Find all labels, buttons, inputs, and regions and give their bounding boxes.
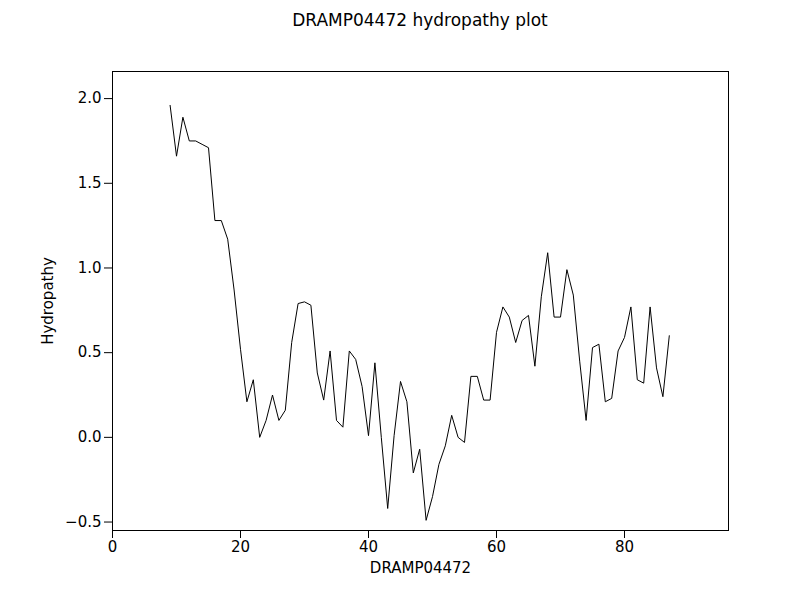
svg-text:40: 40 [359,538,378,556]
svg-text:Hydropathy: Hydropathy [39,257,57,345]
html-text:DRAMP04472 hydropathy plot: DRAMP04472 hydropathy plot [292,10,548,30]
svg-text:2.0: 2.0 [78,89,102,107]
svg-text:1.5: 1.5 [78,174,102,192]
svg-text:DRAMP04472: DRAMP04472 [370,559,471,577]
svg-text:60: 60 [487,538,506,556]
svg-text:80: 80 [615,538,634,556]
svg-text:1.0: 1.0 [78,259,102,277]
svg-text:0.0: 0.0 [78,428,102,446]
svg-text:20: 20 [231,538,250,556]
svg-text:−0.5: −0.5 [65,513,101,531]
svg-text:0.5: 0.5 [78,343,102,361]
svg-text:0: 0 [108,538,118,556]
